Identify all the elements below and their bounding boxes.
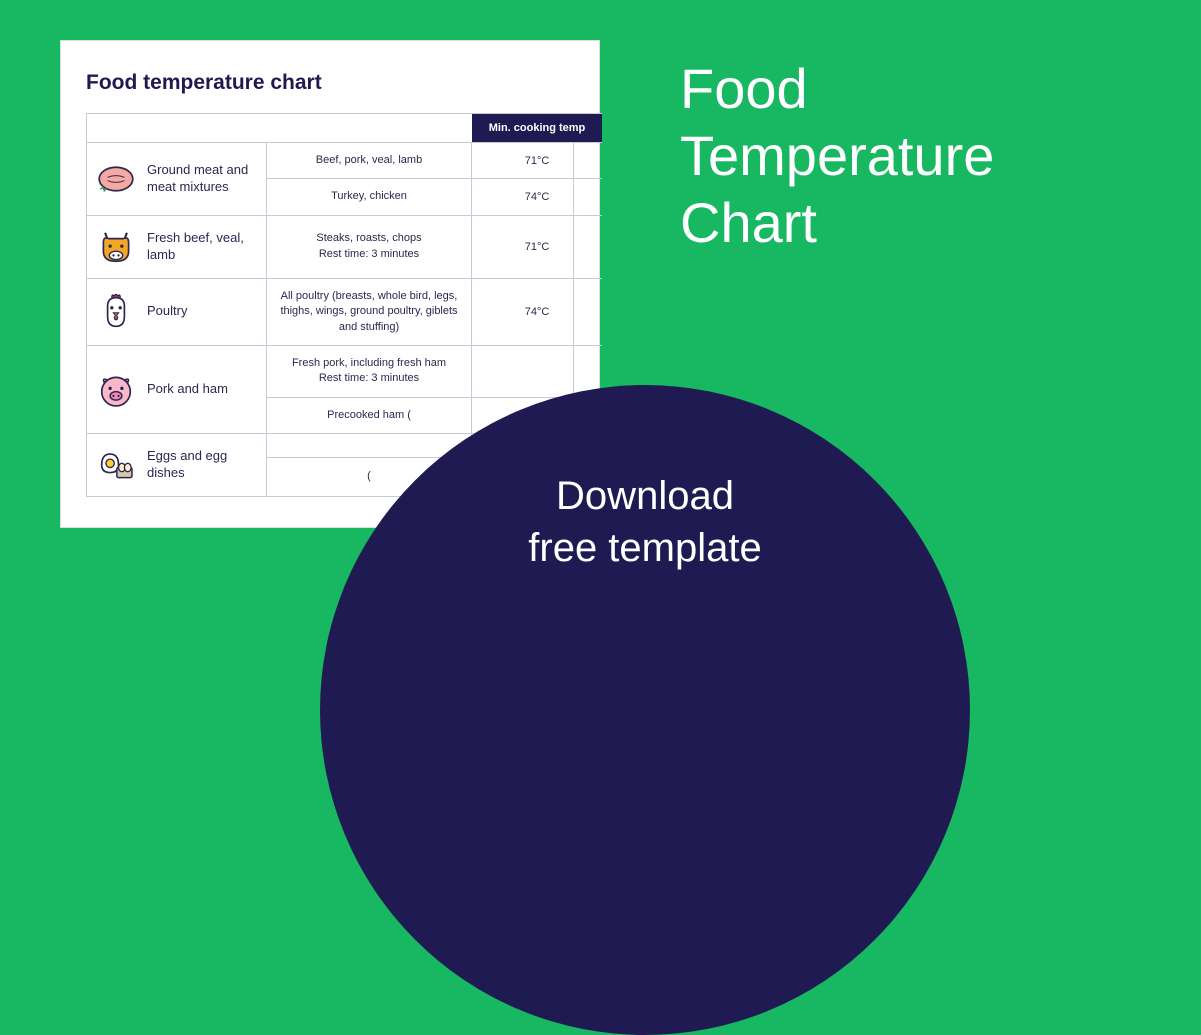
banner-headline: Food Temperature Chart <box>680 55 994 257</box>
item-desc: Turkey, chicken <box>267 178 472 214</box>
cow-icon <box>95 226 137 268</box>
category-label: Ground meat and meat mixtures <box>147 162 258 196</box>
item-desc: All poultry (breasts, whole bird, legs, … <box>267 278 472 345</box>
category-ground-meat: Ground meat and meat mixtures <box>87 142 267 215</box>
pig-icon <box>95 369 137 411</box>
item-desc: Precooked ham ( <box>267 397 472 433</box>
table-header-temp: Min. cooking temp <box>472 113 602 142</box>
cta-text: Download free template <box>528 470 761 574</box>
table-header-blank <box>87 113 472 142</box>
item-desc: Beef, pork, veal, lamb <box>267 142 472 178</box>
cta-line-1: Download <box>556 474 734 518</box>
item-desc <box>267 433 472 457</box>
headline-line-1: Food <box>680 57 808 120</box>
egg-icon <box>95 444 137 486</box>
meat-icon <box>95 158 137 200</box>
category-fresh-beef: Fresh beef, veal, lamb <box>87 215 267 278</box>
category-label: Poultry <box>147 303 187 320</box>
document-title: Food temperature chart <box>86 71 574 95</box>
category-pork: Pork and ham <box>87 345 267 433</box>
headline-line-2: Temperature <box>680 124 994 187</box>
item-desc: Steaks, roasts, chopsRest time: 3 minute… <box>267 215 472 278</box>
item-temp: 71°C <box>472 215 602 278</box>
category-label: Eggs and egg dishes <box>147 448 258 482</box>
item-temp: 74°C <box>472 278 602 345</box>
item-temp: 71°C <box>472 142 602 178</box>
cta-bubble[interactable]: Download free template <box>320 385 970 1035</box>
category-poultry: Poultry <box>87 278 267 345</box>
category-eggs: Eggs and egg dishes <box>87 433 267 496</box>
item-temp <box>472 345 602 397</box>
headline-line-3: Chart <box>680 191 817 254</box>
cta-line-2: free template <box>528 526 761 570</box>
chicken-icon <box>95 291 137 333</box>
category-label: Pork and ham <box>147 381 228 398</box>
category-label: Fresh beef, veal, lamb <box>147 230 258 264</box>
item-temp: 74°C <box>472 178 602 214</box>
item-desc: Fresh pork, including fresh hamRest time… <box>267 345 472 397</box>
